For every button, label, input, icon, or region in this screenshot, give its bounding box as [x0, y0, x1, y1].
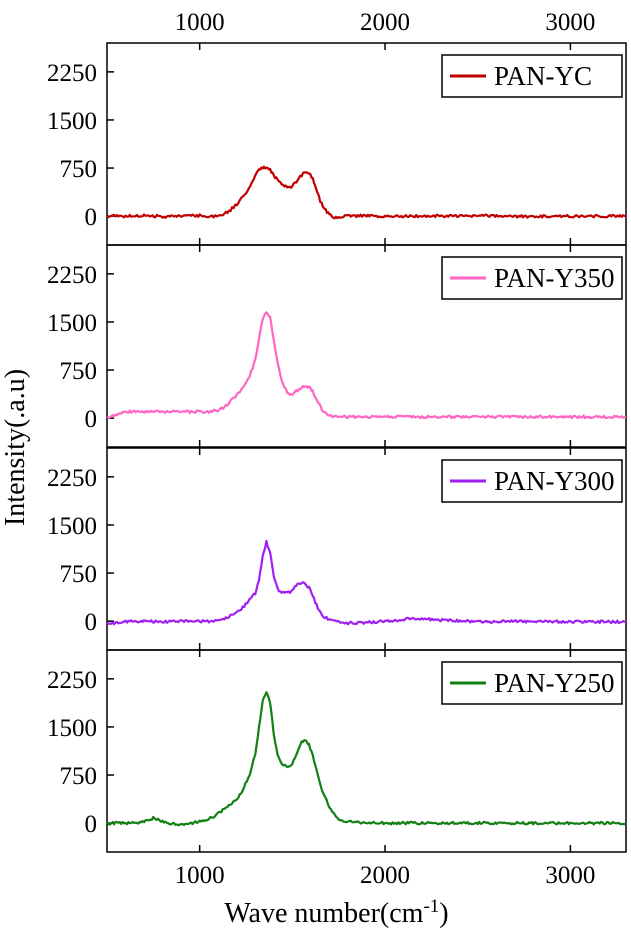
y-tick-label: 0	[85, 406, 98, 433]
y-tick-label: 750	[60, 156, 98, 183]
panel-frame	[106, 244, 627, 448]
legend-pan-yc: PAN-YC	[441, 54, 623, 98]
x-axis-title: Wave number(cm-1)	[224, 896, 448, 929]
legend-label: PAN-Y350	[494, 263, 615, 293]
panel-pan-y350: 0 750 1500 2250 PAN-Y350	[47, 244, 627, 448]
legend-label: PAN-Y300	[494, 466, 615, 496]
legend-label: PAN-YC	[494, 61, 592, 91]
x-axis-top: 1000 2000 3000	[175, 9, 596, 36]
panel-pan-y250: 0 750 1500 2250 PAN-Y250	[47, 649, 627, 853]
legend-pan-y250: PAN-Y250	[441, 661, 623, 705]
x-tick-label-bottom: 3000	[545, 862, 595, 889]
y-tick-label: 2250	[47, 60, 97, 87]
x-axis-bottom: 1000 2000 3000	[175, 862, 596, 889]
series-line-pan-y250	[106, 691, 627, 827]
x-tick-label-top: 3000	[545, 9, 595, 36]
series-line-pan-y300	[106, 539, 627, 626]
x-tick-label-top: 2000	[360, 9, 410, 36]
panel-pan-y300: 0 750 1500 2250 PAN-Y300	[47, 447, 627, 651]
y-tick-label: 1500	[47, 715, 97, 742]
y-tick-label: 2250	[47, 262, 97, 289]
legend-label: PAN-Y250	[494, 668, 615, 698]
x-axis-title-superscript: -1	[423, 896, 439, 917]
y-tick-label: 1500	[47, 108, 97, 135]
y-tick-label: 1500	[47, 513, 97, 540]
y-tick-label: 750	[60, 763, 98, 790]
x-tick-label-bottom: 2000	[360, 862, 410, 889]
x-axis-title-suffix: )	[439, 898, 448, 929]
y-tick-label: 750	[60, 561, 98, 588]
series-line-pan-y350	[106, 311, 627, 420]
x-tick-label-top: 1000	[175, 9, 225, 36]
y-tick-label: 750	[60, 358, 98, 385]
y-tick-label: 1500	[47, 310, 97, 337]
panel-pan-yc: 0 750 1500 2250 PAN-YC	[47, 42, 627, 246]
y-axis-title: Intensity(.a.u)	[0, 369, 31, 526]
series-line-pan-yc	[106, 165, 627, 220]
x-axis-title-main: Wave number(cm	[224, 898, 423, 929]
panels-group: 0 750 1500 2250 PAN-YC 0 750 1500 2250 PAN-Y350 0 7…	[47, 42, 627, 853]
legend-pan-y300: PAN-Y300	[441, 459, 623, 503]
y-tick-label: 0	[85, 204, 98, 231]
y-tick-label: 2250	[47, 667, 97, 694]
x-tick-label-bottom: 1000	[175, 862, 225, 889]
y-tick-label: 2250	[47, 465, 97, 492]
legend-pan-y350: PAN-Y350	[441, 256, 623, 300]
y-tick-label: 0	[85, 609, 98, 636]
panel-frame	[106, 649, 627, 853]
y-tick-label: 0	[85, 811, 98, 838]
